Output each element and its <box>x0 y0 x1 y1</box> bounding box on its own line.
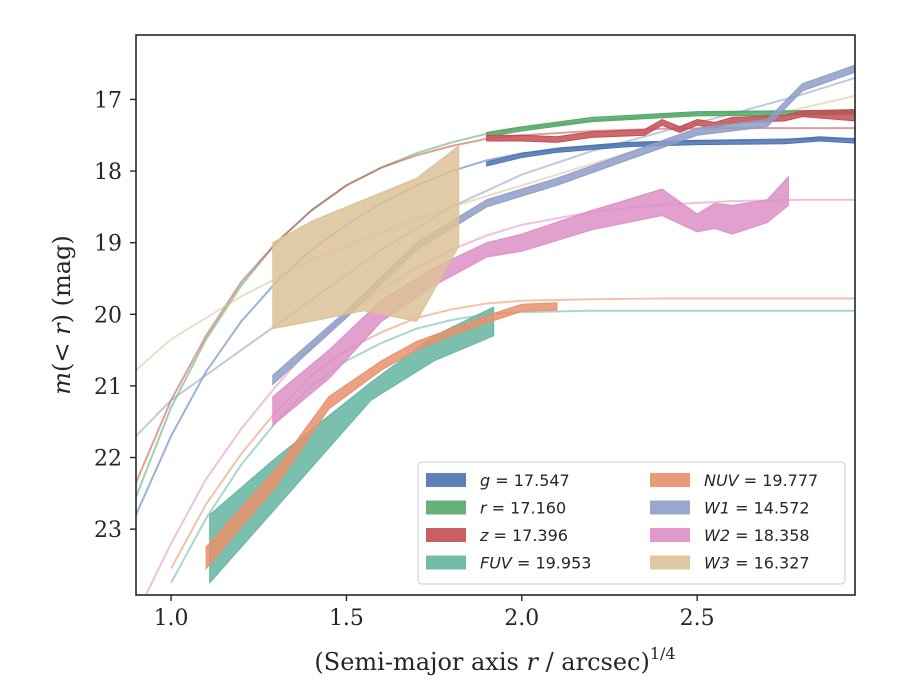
y-axis-title-var: r <box>48 322 76 335</box>
y-axis-title-mid: (< <box>48 335 76 372</box>
legend-swatch-2 <box>426 528 466 542</box>
x-axis-title-post: / arcsec) <box>538 648 650 676</box>
band-7 <box>272 144 460 330</box>
legend-label-3: FUV = 19.953 <box>480 554 591 573</box>
y-tick-label: 19 <box>94 232 122 257</box>
y-axis-title-pre: m <box>48 372 76 395</box>
legend-swatch-6 <box>650 528 690 542</box>
band-2 <box>486 108 855 143</box>
y-tick-label: 23 <box>94 518 122 543</box>
model-curve-0 <box>136 137 855 516</box>
legend-swatch-5 <box>650 500 690 515</box>
legend-label-4: NUV = 19.777 <box>704 471 818 490</box>
band-3 <box>209 306 495 585</box>
y-axis-title: m(< r) (mag) <box>48 235 76 395</box>
y-tick-label: 22 <box>94 447 122 472</box>
legend-label-5: W1 = 14.572 <box>704 499 810 518</box>
series-layer <box>136 64 855 595</box>
legend-swatch-3 <box>426 555 466 570</box>
model-curve-3 <box>170 309 855 584</box>
model-curve-1 <box>136 109 855 498</box>
legend: g = 17.547 r = 17.160 z = 17.396 FUV = 19.9… <box>417 461 846 585</box>
y-tick-label: 21 <box>94 375 122 400</box>
legend-swatch-1 <box>426 500 466 515</box>
y-axis-title-post: ) (mag) <box>48 235 76 323</box>
x-tick-label: 1.0 <box>154 606 189 631</box>
legend-swatch-4 <box>650 473 690 487</box>
y-tick-label: 18 <box>94 160 122 185</box>
legend-label-2: z = 17.396 <box>479 526 568 545</box>
x-axis-title-var: r <box>526 648 539 676</box>
y-tick-label: 17 <box>94 88 122 113</box>
x-axis-title-sup: 1/4 <box>650 644 676 663</box>
model-curve-5 <box>136 77 855 437</box>
legend-swatch-0 <box>426 473 466 487</box>
x-tick-label: 1.5 <box>329 606 364 631</box>
legend-frame <box>417 461 846 585</box>
legend-label-1: r = 17.160 <box>480 499 566 518</box>
legend-label-6: W2 = 18.358 <box>704 526 810 545</box>
plot-frame <box>135 34 856 596</box>
ticks-layer: 1.0 1.5 2.0 2.5 17 18 19 20 21 22 23 <box>94 88 715 631</box>
legend-swatch-7 <box>650 555 690 570</box>
band-6 <box>272 175 789 427</box>
x-axis-title-pre: (Semi-major axis <box>314 648 526 676</box>
legend-label-7: W3 = 16.327 <box>704 554 810 573</box>
x-tick-label: 2.0 <box>504 606 539 631</box>
model-curve-2 <box>136 127 855 483</box>
model-curve-4 <box>170 297 855 569</box>
y-tick-label: 20 <box>94 303 122 328</box>
x-axis-title: (Semi-major axis r / arcsec)1/4 <box>314 644 675 676</box>
x-tick-label: 2.5 <box>680 606 715 631</box>
band-4 <box>205 302 558 570</box>
legend-label-0: g = 17.547 <box>480 471 570 490</box>
